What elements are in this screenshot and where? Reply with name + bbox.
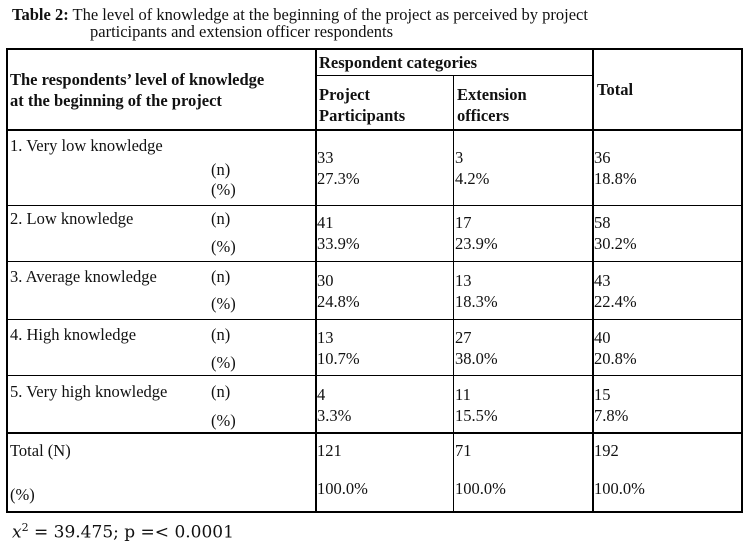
row-n-tag: (n): [211, 160, 231, 179]
total-extension-n: 71: [455, 441, 472, 460]
cell-extension-n: 17: [455, 213, 472, 232]
caption-label: Table 2:: [12, 5, 69, 24]
chi-square-result: x2 = 39.475; p =< 0.0001: [12, 521, 234, 543]
col-header-project-l1: Project: [319, 85, 370, 104]
cell-extension-pct: 4.2%: [455, 169, 490, 188]
row-label: 5. Very high knowledge: [10, 382, 168, 401]
row-pct-tag: (%): [211, 180, 236, 199]
cell-extension-pct: 18.3%: [455, 292, 498, 311]
row-pct-tag: (%): [211, 353, 236, 372]
cell-project-n: 13: [317, 328, 334, 347]
cell-total-n: 43: [594, 271, 611, 290]
cell-extension-n: 11: [455, 385, 471, 404]
row-n-tag: (n): [211, 382, 231, 401]
row-rule-3: [6, 319, 743, 320]
cell-project-pct: 3.3%: [317, 406, 352, 425]
table-caption: Table 2: The level of knowledge at the b…: [12, 5, 742, 42]
row-label: 1. Very low knowledge: [10, 136, 163, 155]
row-label: 2. Low knowledge: [10, 209, 134, 228]
cell-project-pct: 10.7%: [317, 349, 360, 368]
knowledge-table: The respondents’ level of knowledge at t…: [6, 48, 743, 513]
cell-extension-n: 27: [455, 328, 472, 347]
cell-total-pct: 20.8%: [594, 349, 637, 368]
total-project-pct: 100.0%: [317, 479, 368, 498]
table-right-border: [741, 48, 743, 513]
cell-total-pct: 7.8%: [594, 406, 629, 425]
cell-project-n: 4: [317, 385, 326, 404]
cell-total-n: 58: [594, 213, 611, 232]
cell-total-pct: 30.2%: [594, 234, 637, 253]
cell-project-n: 30: [317, 271, 334, 290]
cell-project-pct: 33.9%: [317, 234, 360, 253]
col-header-extension-l1: Extension: [457, 85, 527, 104]
table-top-border: [6, 48, 743, 50]
row-pct-tag: (%): [211, 294, 236, 313]
col-rule-1: [315, 48, 317, 513]
total-row-label: Total (N): [10, 441, 71, 460]
table-left-border: [6, 48, 8, 513]
respondent-categories-header: Respondent categories: [319, 53, 478, 72]
total-row-pct-tag: (%): [10, 485, 35, 504]
group-header-rule: [315, 75, 593, 76]
cell-total-n: 36: [594, 148, 611, 167]
cell-total-pct: 22.4%: [594, 292, 637, 311]
row-label: 3. Average knowledge: [10, 267, 157, 286]
row-rule-1: [6, 205, 743, 206]
total-project-n: 121: [317, 441, 342, 460]
cell-project-n: 41: [317, 213, 334, 232]
chi-square-text: = 39.475; p =< 0.0001: [28, 522, 234, 543]
col-rule-3: [592, 48, 594, 513]
header-bottom-rule: [6, 129, 743, 131]
row-rule-5: [6, 432, 743, 434]
row-rule-4: [6, 375, 743, 376]
cell-total-n: 15: [594, 385, 611, 404]
row-rule-2: [6, 261, 743, 262]
col-header-project-l2: Participants: [319, 106, 406, 125]
cell-extension-pct: 23.9%: [455, 234, 498, 253]
row-n-tag: (n): [211, 267, 231, 286]
col-rule-2: [453, 75, 454, 513]
row-n-tag: (n): [211, 325, 231, 344]
col-header-extension-l2: officers: [457, 106, 510, 125]
caption-line1: The level of knowledge at the beginning …: [72, 5, 588, 24]
grand-total-pct: 100.0%: [594, 479, 645, 498]
chi-symbol: x: [12, 522, 22, 543]
col-header-total: Total: [597, 80, 634, 99]
cell-total-n: 40: [594, 328, 611, 347]
table-bottom-border: [6, 511, 743, 513]
row-pct-tag: (%): [211, 237, 236, 256]
cell-extension-n: 13: [455, 271, 472, 290]
row-label: 4. High knowledge: [10, 325, 137, 344]
cell-extension-n: 3: [455, 148, 464, 167]
cell-extension-pct: 15.5%: [455, 406, 498, 425]
row-pct-tag: (%): [211, 411, 236, 430]
chi-exponent: 2: [21, 521, 29, 534]
caption-line2: participants and extension officer respo…: [90, 22, 394, 41]
cell-extension-pct: 38.0%: [455, 349, 498, 368]
row-header-label-line1: The respondents’ level of knowledge: [10, 70, 265, 89]
total-extension-pct: 100.0%: [455, 479, 506, 498]
cell-total-pct: 18.8%: [594, 169, 637, 188]
cell-project-pct: 27.3%: [317, 169, 360, 188]
row-n-tag: (n): [211, 209, 231, 228]
cell-project-pct: 24.8%: [317, 292, 360, 311]
cell-project-n: 33: [317, 148, 334, 167]
row-header-label-line2: at the beginning of the project: [10, 91, 222, 110]
grand-total-n: 192: [594, 441, 619, 460]
